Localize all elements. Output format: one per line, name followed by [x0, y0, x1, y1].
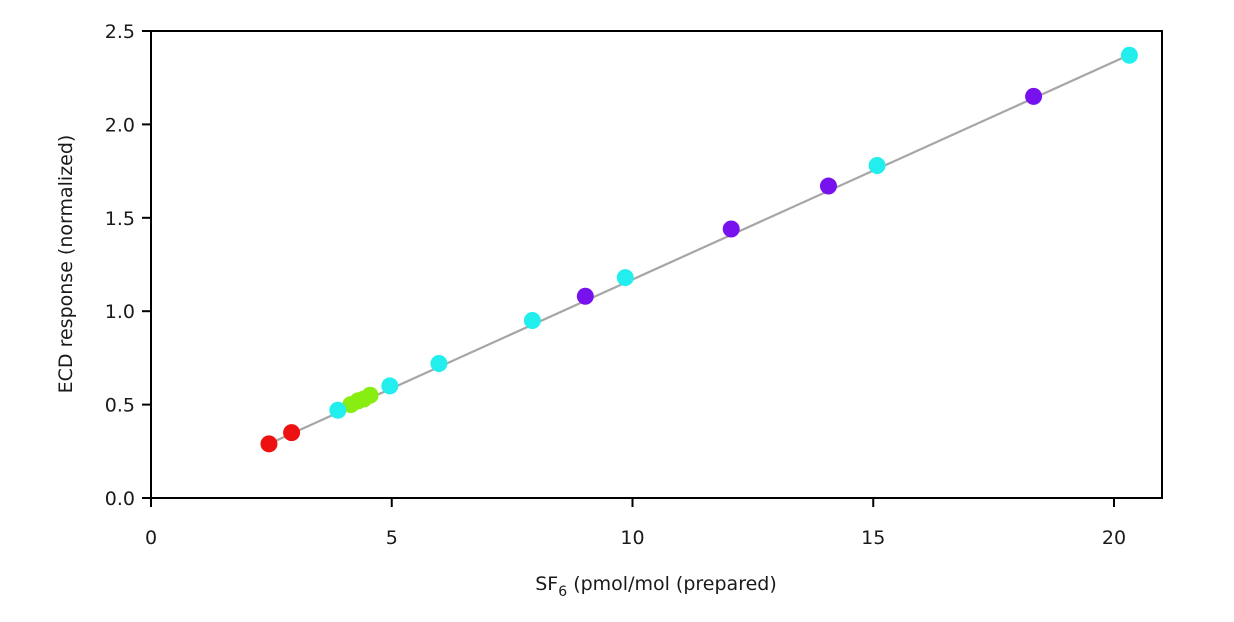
x-axis-label-subscript: 6	[558, 584, 567, 600]
x-tick-label: 10	[620, 527, 644, 549]
y-tick-label: 1.5	[105, 208, 135, 230]
data-point	[868, 156, 886, 174]
x-axis-label-rest: (pmol/mol (prepared)	[567, 573, 777, 595]
x-ticks: 0 5 10 15 20	[145, 498, 1126, 549]
x-tick-label: 5	[386, 527, 398, 549]
y-tick-label: 1.0	[105, 301, 135, 323]
data-point	[1025, 87, 1043, 105]
data-point	[329, 401, 347, 419]
x-axis-label-main: SF	[535, 573, 558, 595]
x-tick-label: 15	[861, 527, 885, 549]
x-tick-label: 20	[1102, 527, 1126, 549]
data-point	[260, 435, 278, 453]
plot-frame	[150, 30, 1163, 499]
data-point	[361, 386, 379, 404]
data-point	[523, 312, 541, 330]
y-tick-label: 0.5	[105, 395, 135, 417]
y-tick-label: 2.5	[105, 21, 135, 43]
fit-line-layer	[268, 54, 1129, 445]
y-ticks: 0.0 0.5 1.0 1.5 2.0 2.5	[105, 21, 151, 510]
y-axis-label: ECD response (normalized)	[55, 135, 77, 394]
data-point	[283, 424, 301, 442]
data-point	[1120, 46, 1138, 64]
data-points-layer	[260, 46, 1138, 453]
data-point	[430, 355, 448, 373]
data-point	[722, 220, 740, 238]
x-axis-label: SF6 (pmol/mol (prepared)	[535, 573, 777, 600]
data-point	[616, 269, 634, 287]
data-point	[381, 377, 399, 395]
y-tick-label: 0.0	[105, 488, 135, 510]
data-point	[576, 287, 594, 305]
fit-line	[268, 54, 1129, 445]
x-tick-label: 0	[145, 527, 157, 549]
y-tick-label: 2.0	[105, 114, 135, 136]
data-point	[819, 177, 837, 195]
